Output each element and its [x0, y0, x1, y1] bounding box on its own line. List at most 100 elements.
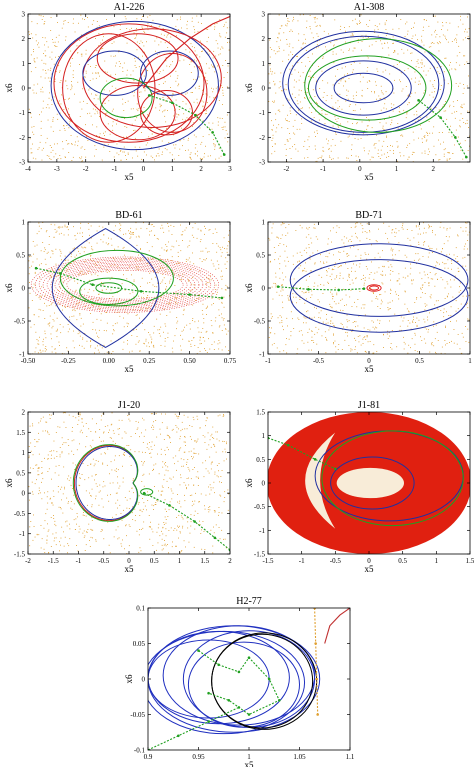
- scatter-dot: [364, 304, 366, 306]
- scatter-dot: [36, 233, 38, 235]
- scatter-dot: [135, 228, 137, 230]
- scatter-dot: [352, 329, 354, 330]
- scatter-dot: [275, 113, 277, 115]
- series-1-dots: [268, 222, 470, 354]
- scatter-dot: [405, 117, 407, 119]
- scatter-dot: [53, 496, 55, 497]
- scatter-dot: [129, 498, 131, 500]
- scatter-dot: [222, 65, 224, 66]
- scatter-dot: [356, 23, 358, 25]
- scatter-dot: [138, 268, 139, 270]
- scatter-dot: [135, 30, 137, 32]
- scatter-dot: [217, 476, 219, 478]
- scatter-dot: [160, 104, 162, 106]
- scatter-dot: [418, 244, 420, 245]
- scatter-dot: [42, 91, 44, 93]
- y-tick-label: 1.5: [16, 429, 25, 437]
- scatter-dot: [46, 137, 48, 139]
- scatter-dot: [302, 269, 304, 271]
- scatter-dot: [407, 158, 409, 160]
- scatter-dot: [41, 59, 43, 61]
- scatter-dot: [195, 492, 196, 494]
- scatter-dot: [200, 331, 202, 333]
- scatter-dot: [109, 151, 111, 152]
- line-point: [316, 713, 319, 716]
- scatter-dot: [162, 466, 164, 468]
- scatter-dot: [348, 320, 350, 322]
- scatter-dot: [282, 223, 284, 225]
- x-tick-label: -0.5: [330, 557, 342, 565]
- scatter-dot: [123, 447, 125, 449]
- scatter-dot: [333, 254, 334, 256]
- scatter-dot: [359, 20, 360, 22]
- scatter-dot: [139, 258, 141, 260]
- scatter-dot: [177, 494, 178, 495]
- scatter-dot: [141, 42, 143, 44]
- y-tick-label: -1: [19, 351, 25, 359]
- scatter-dot: [71, 440, 73, 442]
- scatter-dot: [79, 431, 81, 433]
- scatter-dot: [54, 41, 56, 43]
- scatter-dot: [270, 70, 272, 72]
- scatter-dot: [155, 420, 157, 421]
- scatter-dot: [138, 451, 140, 453]
- scatter-dot: [112, 333, 114, 335]
- scatter-dot: [67, 297, 69, 299]
- scatter-dot: [157, 94, 159, 95]
- scatter-dot: [59, 255, 61, 257]
- scatter-dot: [192, 252, 193, 254]
- y-axis-label: x6: [4, 83, 14, 93]
- scatter-dot: [431, 309, 433, 311]
- scatter-dot: [99, 429, 101, 430]
- scatter-dot: [174, 285, 176, 286]
- scatter-dot: [358, 315, 360, 317]
- scatter-dot: [292, 65, 293, 67]
- scatter-dot: [189, 470, 191, 472]
- scatter-dot: [447, 41, 449, 43]
- scatter-dot: [83, 512, 84, 513]
- scatter-dot: [136, 49, 138, 51]
- scatter-dot: [186, 487, 187, 489]
- scatter-dot: [282, 222, 283, 224]
- scatter-dot: [48, 155, 50, 157]
- scatter-dot: [385, 131, 387, 132]
- scatter-dot: [204, 436, 206, 438]
- scatter-dot: [218, 514, 219, 516]
- scatter-dot: [393, 104, 395, 106]
- scatter-dot: [40, 228, 42, 230]
- scatter-dot: [310, 270, 312, 272]
- scatter-dot: [281, 295, 283, 297]
- scatter-dot: [111, 85, 113, 87]
- scatter-dot: [84, 305, 86, 307]
- line-point: [267, 677, 271, 681]
- scatter-dot: [179, 552, 181, 554]
- line-point: [417, 99, 420, 102]
- scatter-dot: [172, 93, 174, 95]
- scatter-dot: [131, 27, 132, 29]
- scatter-dot: [150, 224, 152, 226]
- scatter-dot: [37, 44, 38, 46]
- scatter-dot: [87, 529, 89, 530]
- scatter-dot: [348, 276, 350, 278]
- scatter-dot: [308, 328, 310, 330]
- scatter-dot: [380, 85, 382, 87]
- scatter-dot: [73, 226, 74, 228]
- scatter-dot: [99, 133, 101, 135]
- scatter-dot: [305, 38, 306, 40]
- scatter-dot: [183, 113, 185, 115]
- scatter-dot: [319, 24, 321, 26]
- scatter-dot: [55, 36, 57, 38]
- scatter-dot: [200, 239, 202, 240]
- scatter-dot: [389, 301, 391, 303]
- scatter-dot: [417, 253, 419, 255]
- scatter-dot: [149, 272, 151, 274]
- scatter-dot: [92, 78, 94, 80]
- scatter-dot: [462, 158, 464, 160]
- scatter-dot: [203, 531, 205, 532]
- scatter-dot: [355, 232, 356, 234]
- scatter-dot: [274, 252, 276, 253]
- scatter-dot: [32, 468, 34, 469]
- scatter-dot: [424, 303, 426, 305]
- scatter-dot: [201, 343, 202, 344]
- scatter-dot: [79, 443, 80, 445]
